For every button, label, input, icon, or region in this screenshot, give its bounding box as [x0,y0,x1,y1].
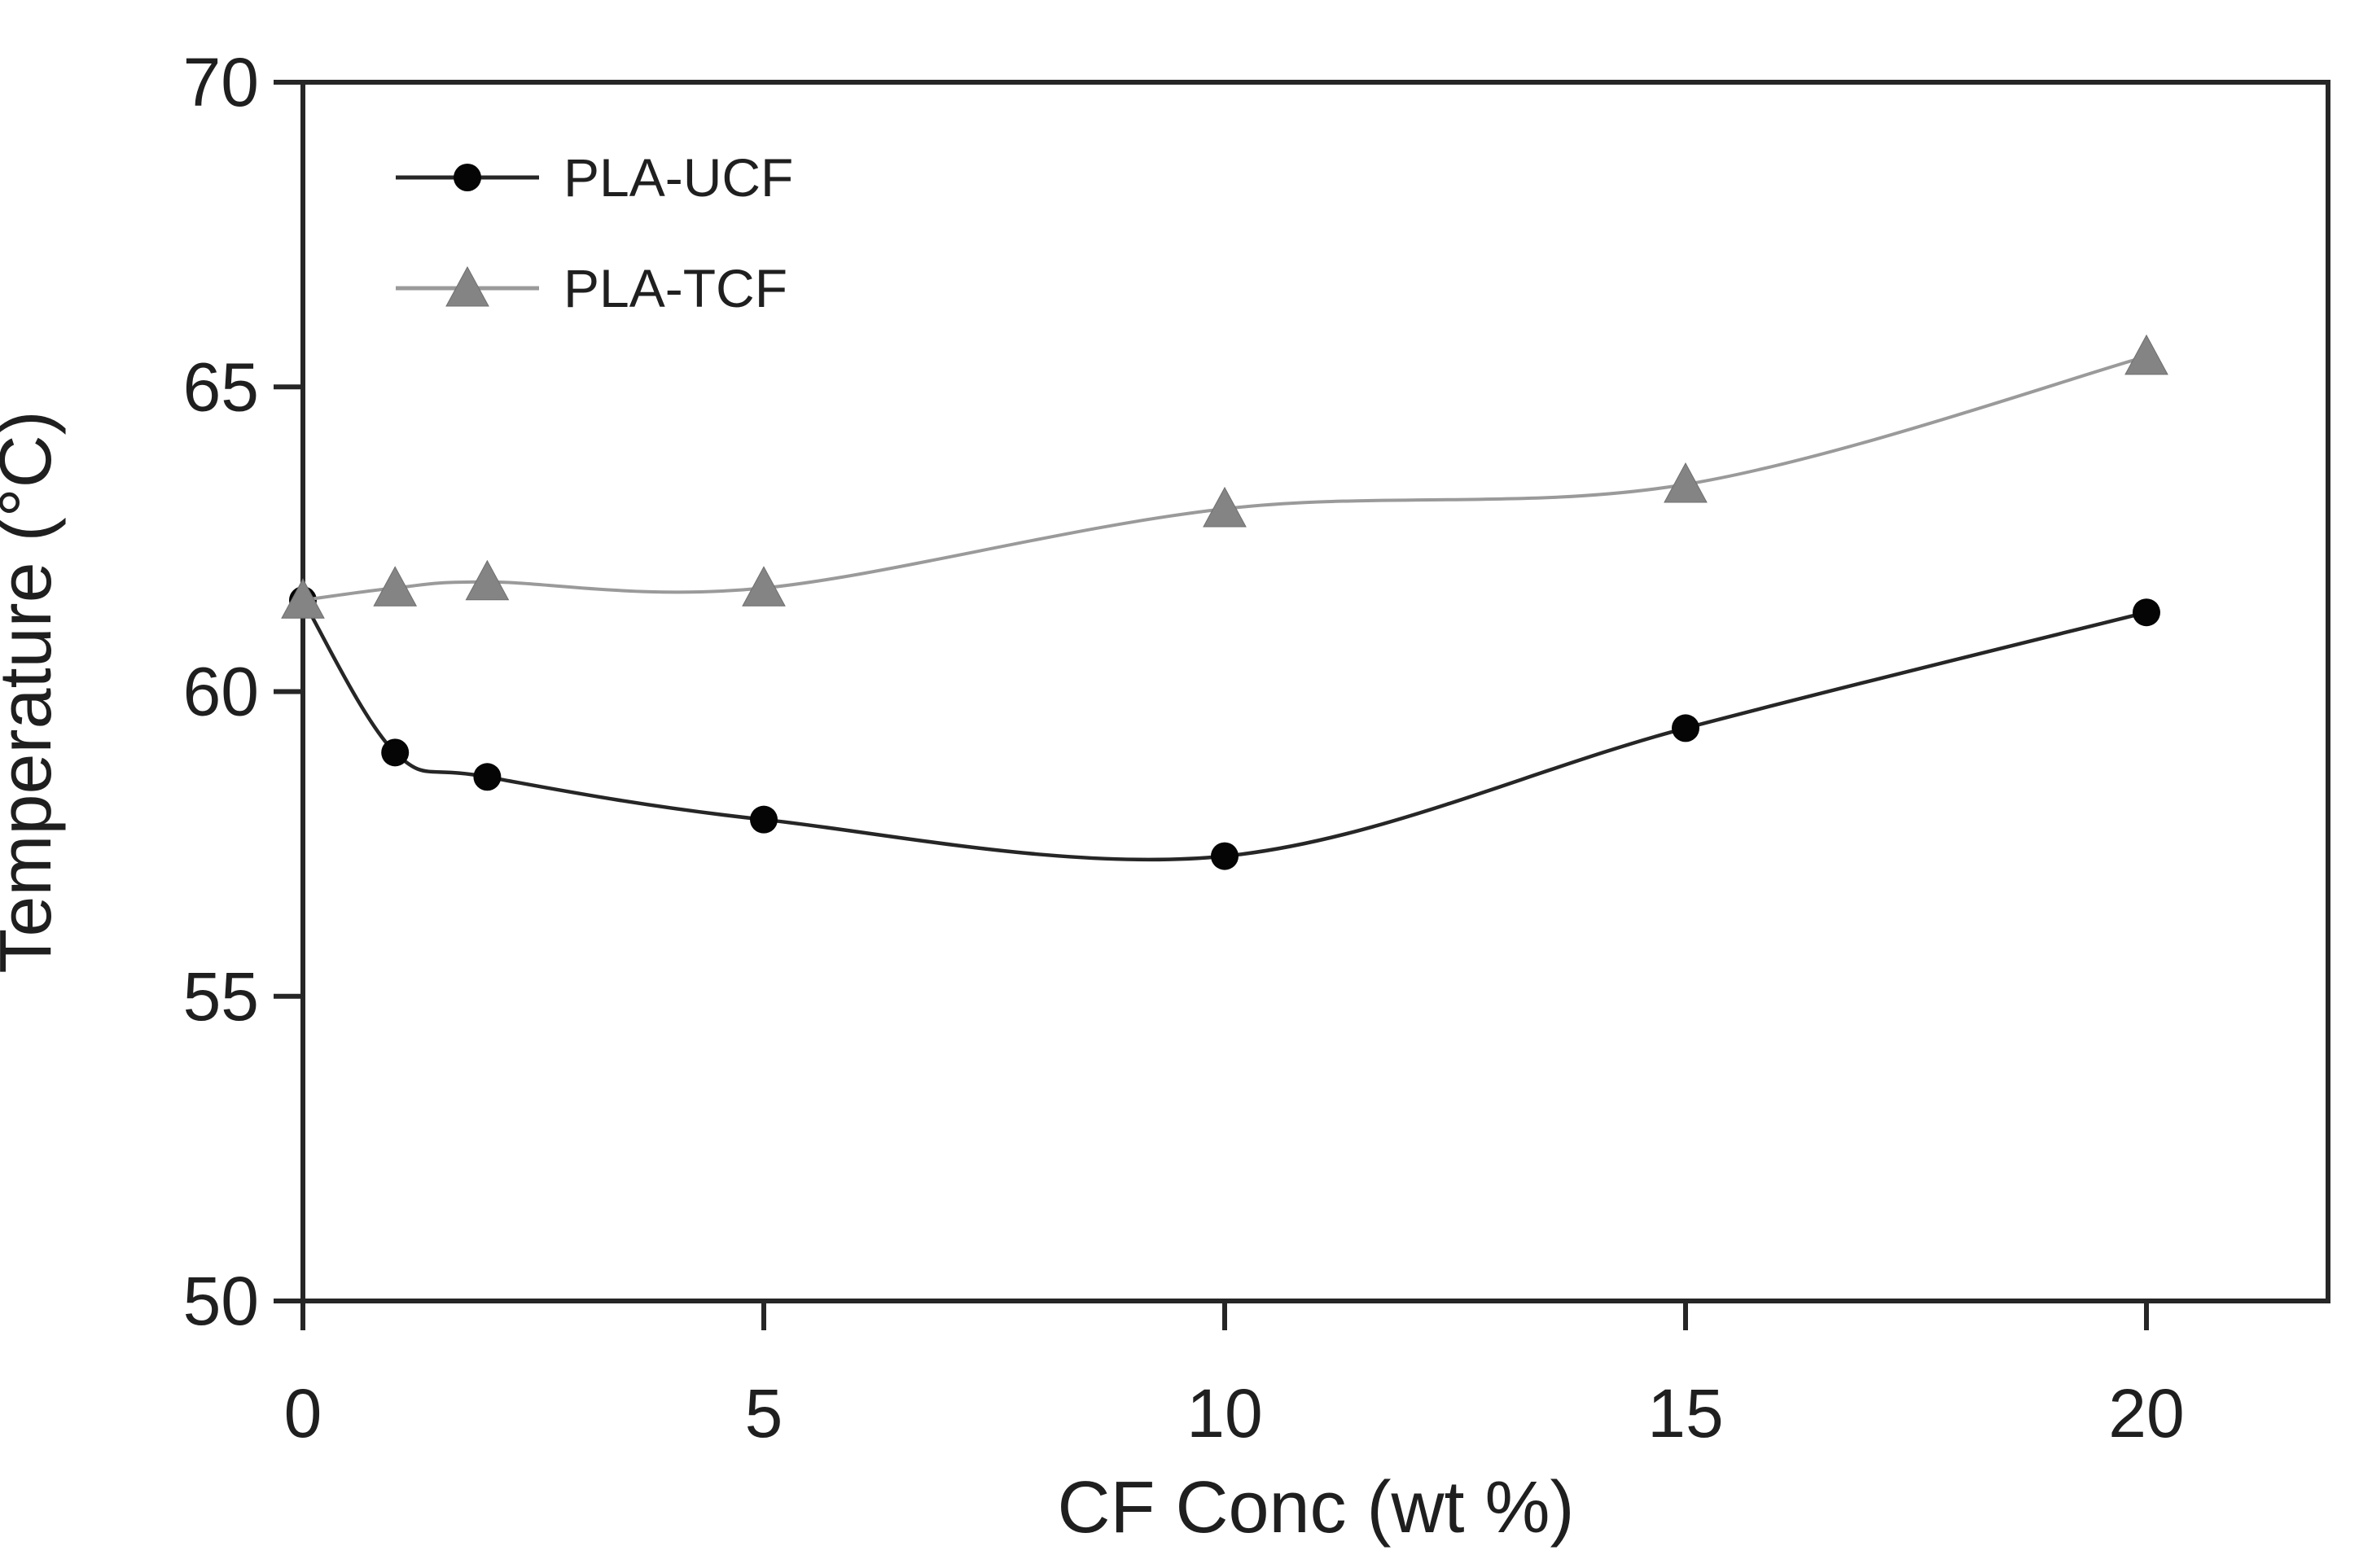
series-line-pla-ucf [301,599,2147,862]
data-point-circle-pla-ucf [2133,598,2160,627]
data-point-circle-pla-ucf [381,738,410,767]
x-tick-label: 20 [2108,1375,2184,1452]
legend-item-pla-tcf: PLA-TCF [396,258,787,318]
y-axis-label: Temperature (°C) [0,410,67,973]
y-tick-label: 60 [183,654,259,730]
x-tick-label: 10 [1186,1375,1262,1452]
legend: PLA-UCF PLA-TCF [396,147,793,318]
x-axis-label: CF Conc (wt %) [1057,1467,1574,1548]
data-point-circle-pla-ucf [473,763,502,791]
y-tick-label: 70 [183,44,259,120]
legend-triangle-marker-icon [445,265,489,307]
data-point-circle-pla-ucf [1672,714,1699,742]
data-point-circle-pla-ucf [750,805,778,834]
y-tick-label: 50 [183,1263,259,1339]
data-point-triangle-pla-tcf [2124,334,2168,375]
x-tick-label: 15 [1647,1375,1723,1452]
y-tick-label: 65 [183,348,259,425]
legend-circle-marker-icon [454,164,481,191]
series-line-pla-tcf [302,354,2147,602]
y-tick-label: 55 [183,958,259,1035]
data-point-triangle-pla-tcf [1203,486,1247,528]
legend-item-pla-ucf: PLA-UCF [396,147,793,208]
data-point-circle-pla-ucf [1211,842,1239,870]
data-point-triangle-pla-tcf [373,566,418,607]
data-point-triangle-pla-tcf [281,578,325,619]
legend-label-pla-ucf: PLA-UCF [563,147,793,208]
data-point-triangle-pla-tcf [742,566,786,607]
legend-label-pla-tcf: PLA-TCF [563,258,787,318]
x-tick-label: 5 [745,1375,783,1452]
data-point-triangle-pla-tcf [465,559,510,601]
data-point-triangle-pla-tcf [1664,462,1708,503]
x-tick-label: 0 [284,1375,322,1452]
plot-area: 50 55 60 65 70 0 5 10 15 20 [183,44,2330,1452]
